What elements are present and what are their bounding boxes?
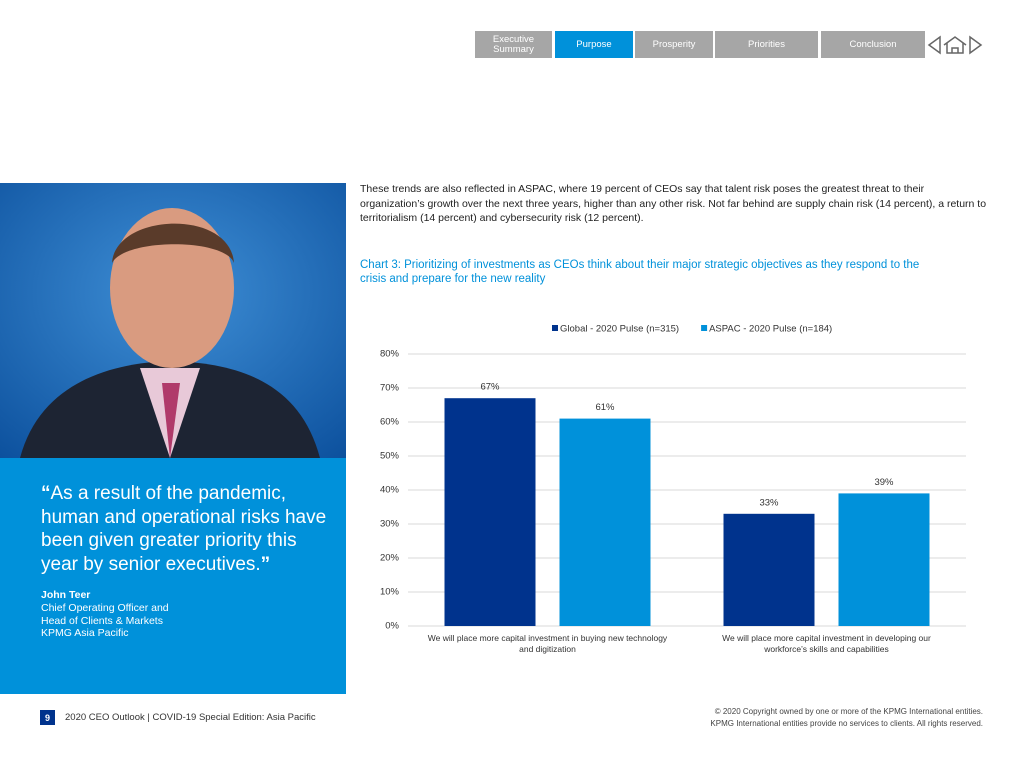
x-tick-label: We will place more capital investment in… [722,633,931,654]
nav-tab[interactable]: Prosperity [635,31,713,58]
bar [444,398,536,626]
nav-tab[interactable]: Priorities [715,31,818,58]
quote-text: “As a result of the pandemic, human and … [41,482,331,576]
y-tick-label: 20% [380,553,400,564]
page-number: 9 [40,710,55,725]
quote-mark: ” [260,553,271,575]
value-label: 61% [595,402,615,413]
next-button[interactable] [969,35,983,55]
legend-label: ASPAC - 2020 Pulse (n=184) [709,324,832,335]
y-tick-label: 80% [380,349,400,360]
quote-name: John Teer [41,589,91,601]
y-tick-label: 10% [380,587,400,598]
role-line: KPMG Asia Pacific [41,627,129,639]
x-tick-label-box: We will place more capital investment in… [427,633,668,654]
legend-label: Global - 2020 Pulse (n=315) [560,324,679,335]
legend-swatch [552,325,558,331]
bar [838,493,930,626]
chart: 0% 10% 20% 30% 40% 50% 60% 70% 80% Global - 2020 … [380,324,966,654]
bar [723,513,815,626]
y-tick-label: 30% [380,519,400,530]
quote-role: Chief Operating Officer and Head of Clie… [41,602,169,640]
copyright: © 2020 Copyright owned by one or more of… [710,706,983,730]
x-tick-label-box: We will place more capital investment in… [722,633,931,654]
legend-swatch [701,325,708,331]
portrait-photo [0,183,346,458]
y-tick-label: 50% [380,451,400,462]
value-label: 33% [759,497,779,508]
prev-button[interactable] [927,35,941,55]
nav-icons [927,35,983,55]
bar [559,418,651,626]
quote-box: “As a result of the pandemic, human and … [0,458,346,694]
role-line: Chief Operating Officer and [41,602,169,614]
nav-tab[interactable]: Conclusion [821,31,925,58]
y-tick-label: 40% [380,485,400,496]
quote-mark: “ [41,483,51,504]
role-line: Head of Clients & Markets [41,614,163,627]
y-tick-label: 60% [380,417,400,428]
value-label: 39% [874,477,894,488]
value-label: 67% [480,382,500,393]
chart-title: Chart 3: Prioritizing of investments as … [360,259,920,285]
copyright-line: KPMG International entities provide no s… [710,719,983,728]
home-button[interactable] [943,36,967,54]
publication-title: 2020 CEO Outlook | COVID-19 Special Edit… [65,712,316,723]
nav-tab[interactable]: Purpose [555,31,633,58]
y-tick-label: 0% [385,621,399,632]
quote-body: As a result of the pandemic, human and o… [41,483,327,575]
nav-tab[interactable]: Executive Summary [475,31,552,58]
x-tick-label: We will place more capital investment in… [427,633,668,654]
body-paragraph: These trends are also reflected in ASPAC… [360,183,987,224]
copyright-line: © 2020 Copyright owned by one or more of… [714,707,983,716]
y-tick-label: 70% [380,383,400,394]
